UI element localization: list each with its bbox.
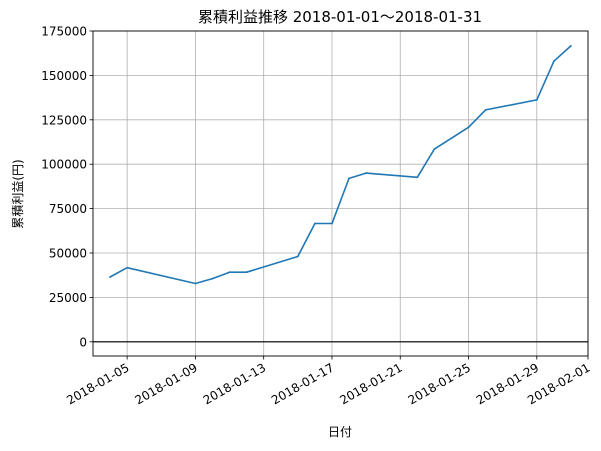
data-point	[194, 282, 197, 285]
data-point	[552, 60, 555, 63]
data-point	[484, 108, 487, 111]
data-point	[211, 277, 214, 280]
y-tick-label: 0	[79, 335, 87, 349]
y-axis-ticks: 0 25000 50000 75000 100000 125000 150000 175000	[41, 25, 93, 349]
data-point	[296, 255, 299, 258]
y-axis-label: 累積利益(円)	[10, 159, 25, 228]
data-point	[365, 172, 368, 174]
data-point	[570, 45, 572, 47]
data-point	[467, 126, 470, 129]
x-tick-label: 2018-01-17	[269, 360, 336, 407]
data-point	[535, 99, 538, 101]
y-tick-label: 175000	[41, 25, 87, 39]
data-point	[245, 271, 248, 274]
y-tick-label: 75000	[49, 202, 87, 216]
data-point	[109, 276, 111, 278]
data-point	[228, 271, 231, 274]
x-axis-label: 日付	[328, 425, 352, 439]
y-tick-label: 125000	[41, 113, 87, 127]
data-point	[313, 222, 316, 225]
plot-frame	[92, 30, 589, 357]
y-tick-label: 100000	[41, 158, 87, 172]
data-point	[126, 266, 129, 269]
y-tick-label: 25000	[49, 291, 87, 305]
y-tick-label: 150000	[41, 69, 87, 83]
data-point	[433, 148, 436, 151]
x-tick-label: 2018-01-21	[337, 360, 404, 407]
series-line	[109, 45, 572, 285]
data-point	[348, 177, 350, 180]
x-tick-label: 2018-01-25	[406, 360, 473, 407]
data-point	[416, 176, 419, 179]
x-tick-label: 2018-01-13	[201, 360, 268, 407]
chart-title: 累積利益推移 2018-01-01～2018-01-31	[198, 8, 482, 26]
grid-lines	[93, 30, 589, 356]
x-tick-label: 2018-01-09	[133, 360, 200, 407]
x-axis-ticks: 2018-01-05 2018-01-09 2018-01-13 2018-01-17…	[64, 356, 593, 407]
x-tick-label: 2018-01-05	[64, 360, 131, 407]
series-group	[109, 45, 572, 285]
y-tick-label: 50000	[49, 246, 87, 260]
data-point	[331, 222, 333, 225]
